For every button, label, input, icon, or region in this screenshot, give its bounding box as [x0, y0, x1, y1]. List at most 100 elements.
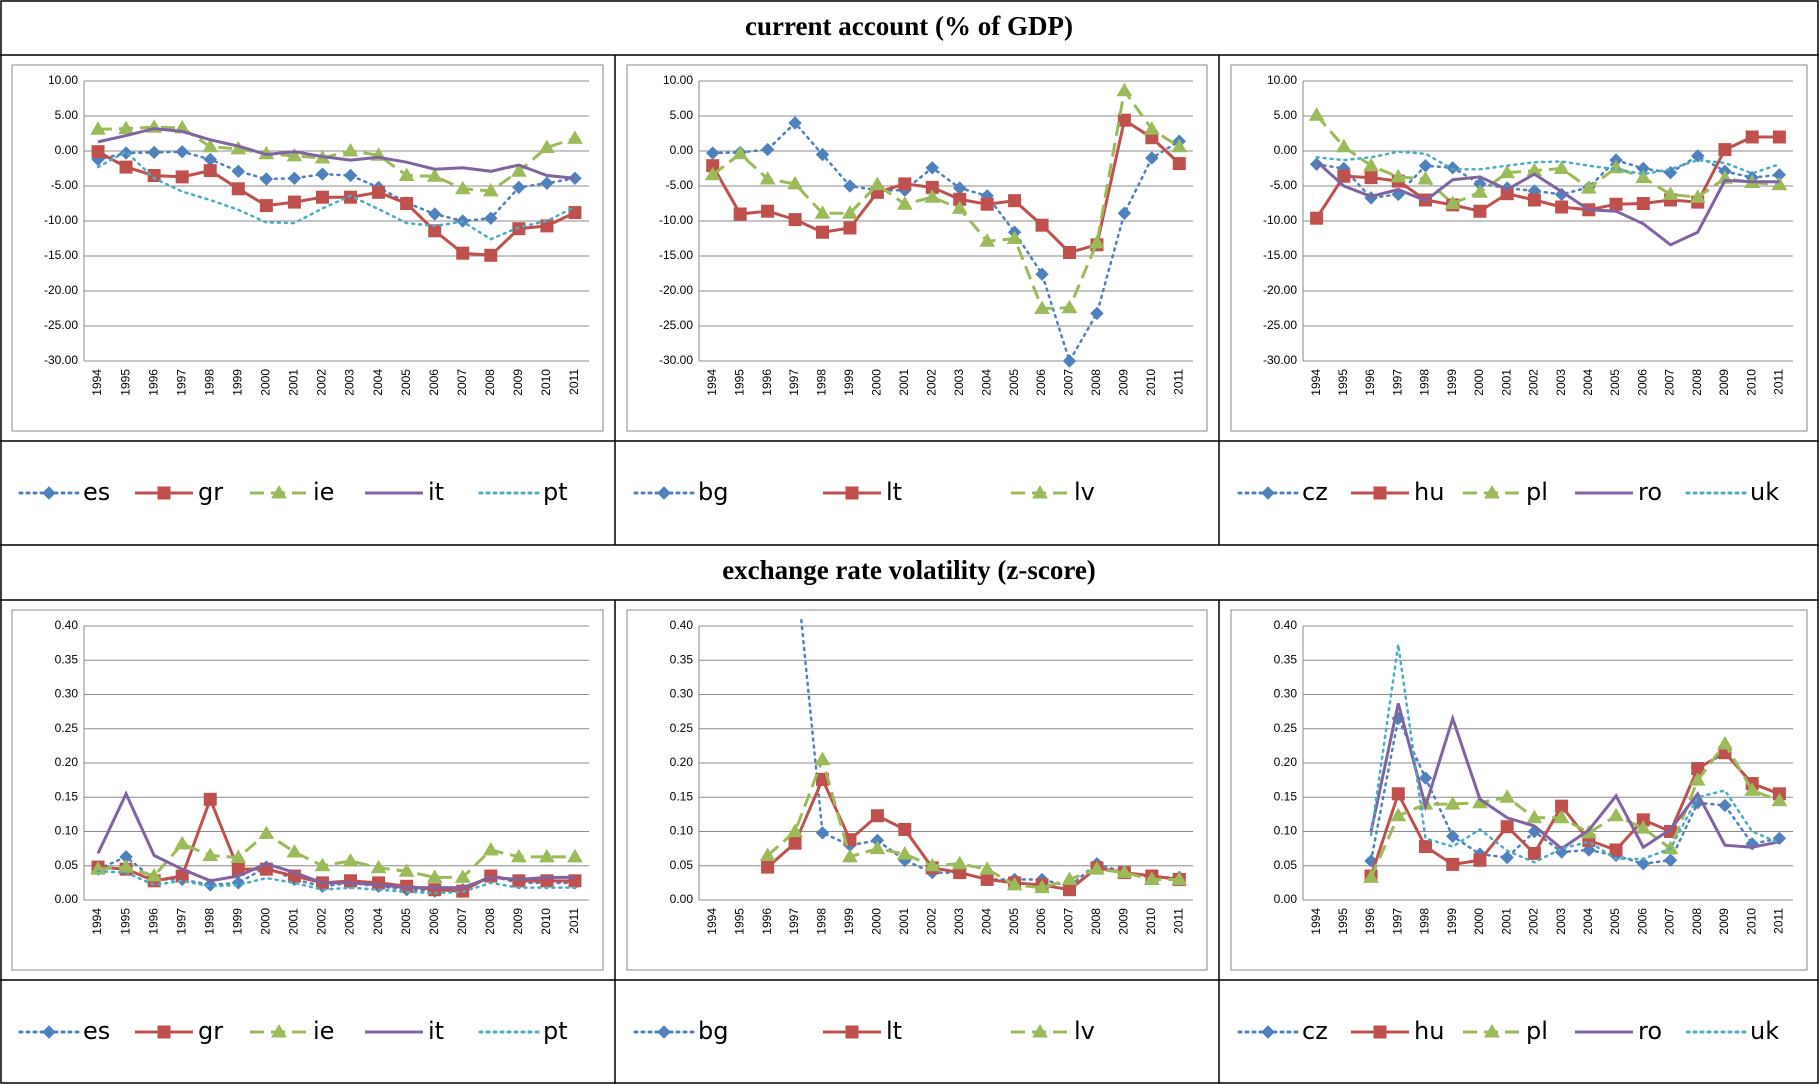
x-tick-label: 2000: [1472, 908, 1486, 935]
y-tick-label: 0.10: [1274, 824, 1298, 838]
x-tick-label: 2003: [952, 908, 966, 935]
marker: [869, 840, 886, 855]
marker: [925, 161, 939, 175]
y-tick-label: -20.00: [1263, 283, 1297, 297]
legend-label: ie: [313, 1017, 334, 1045]
y-tick-label: 0.25: [1274, 721, 1298, 735]
marker: [42, 486, 56, 500]
legend-label: pt: [543, 478, 568, 506]
marker: [203, 878, 217, 892]
marker: [1061, 871, 1078, 885]
marker: [924, 857, 941, 872]
legend-entry: it: [365, 478, 444, 506]
x-tick-label: 2007: [1062, 908, 1076, 935]
x-tick-label: 2006: [1635, 369, 1649, 396]
chart-frame: [1230, 609, 1808, 971]
series-line: [96, 790, 575, 890]
legend-entry: bg: [633, 478, 728, 506]
x-tick-label: 2008: [483, 908, 497, 935]
marker: [1473, 204, 1487, 218]
x-tick-label: 2009: [1117, 908, 1131, 935]
x-tick-label: 2002: [315, 369, 329, 396]
marker: [567, 130, 583, 144]
marker: [286, 147, 303, 162]
chart-frame: [626, 64, 1208, 432]
marker: [398, 167, 415, 181]
marker: [1373, 486, 1387, 500]
marker: [343, 168, 358, 183]
x-tick-label: 1994: [705, 369, 719, 396]
x-tick-label: 1997: [787, 369, 801, 396]
x-tick-label: 2002: [1527, 369, 1541, 396]
marker: [759, 171, 776, 185]
y-tick-label: -5.00: [666, 178, 694, 192]
x-tick-label: 2006: [1635, 908, 1649, 935]
legend-entry: gr: [135, 1017, 223, 1045]
marker: [1390, 168, 1407, 183]
legend-entry: bg: [633, 1017, 728, 1045]
marker: [1035, 218, 1049, 232]
marker: [979, 233, 996, 247]
y-tick-label: 0.10: [670, 824, 694, 838]
marker: [1391, 787, 1405, 801]
marker: [1635, 169, 1652, 184]
marker: [1500, 820, 1514, 834]
marker: [484, 211, 498, 225]
series-line: [711, 121, 1181, 365]
marker: [510, 163, 527, 177]
legend-label: pl: [1526, 1017, 1548, 1045]
marker: [314, 857, 331, 872]
y-tick-label: 0.00: [1274, 143, 1298, 157]
y-tick-label: 0.40: [55, 618, 79, 632]
y-tick-label: -30.00: [44, 353, 78, 367]
legend-entry: lt: [823, 1017, 902, 1045]
x-tick-label: 2010: [1744, 369, 1758, 396]
x-tick-label: 1998: [202, 908, 216, 935]
x-tick-label: 2011: [567, 908, 581, 934]
x-tick-label: 2010: [539, 908, 553, 935]
marker: [1444, 796, 1461, 810]
marker: [1337, 169, 1351, 183]
x-tick-label: 2011: [1171, 369, 1185, 395]
legend-label: es: [83, 1017, 110, 1045]
marker: [1089, 861, 1105, 875]
marker: [90, 121, 106, 135]
x-tick-label: 2006: [1034, 908, 1048, 935]
marker: [845, 486, 859, 500]
x-tick-label: 2006: [427, 369, 441, 396]
marker: [1035, 267, 1049, 281]
y-tick-label: 0.00: [55, 892, 79, 906]
y-tick-label: -20.00: [44, 283, 78, 297]
chart: 0.00 0.05 0.10 0.15 0.20 0.25 0.30 0.35 0.40 1994…: [11, 609, 604, 971]
x-tick-label: 1995: [732, 369, 746, 396]
legend-label: lt: [886, 1017, 902, 1045]
y-tick-label: 0.05: [55, 858, 79, 872]
marker: [1335, 138, 1352, 153]
marker: [843, 179, 857, 193]
marker: [1771, 792, 1788, 807]
chart: -30.00 -25.00 -20.00 -15.00 -10.00 -5.00 0.00 5…: [11, 64, 604, 432]
x-tick-label: 2004: [979, 908, 993, 935]
legend-entry: pt: [478, 1017, 568, 1045]
marker: [1034, 879, 1050, 894]
marker: [1500, 850, 1514, 865]
marker: [1310, 211, 1324, 225]
marker: [1500, 187, 1514, 201]
x-tick-label: 2009: [1117, 369, 1131, 396]
x-tick-label: 2001: [287, 908, 301, 935]
legend-entry: uk: [1685, 478, 1779, 506]
marker: [898, 177, 912, 191]
marker: [1032, 485, 1048, 499]
marker: [259, 172, 274, 186]
marker: [119, 160, 133, 174]
marker: [1771, 176, 1788, 191]
y-tick-label: 0.15: [670, 789, 694, 803]
marker: [510, 848, 527, 863]
y-tick-label: 0.05: [1274, 858, 1298, 872]
chart-frame: [1230, 64, 1808, 432]
chart-frame: [11, 609, 604, 971]
y-tick-label: 0.25: [55, 721, 79, 735]
x-tick-label: 2003: [1554, 908, 1568, 935]
x-tick-label: 1998: [1418, 908, 1432, 935]
marker: [1032, 1024, 1048, 1038]
